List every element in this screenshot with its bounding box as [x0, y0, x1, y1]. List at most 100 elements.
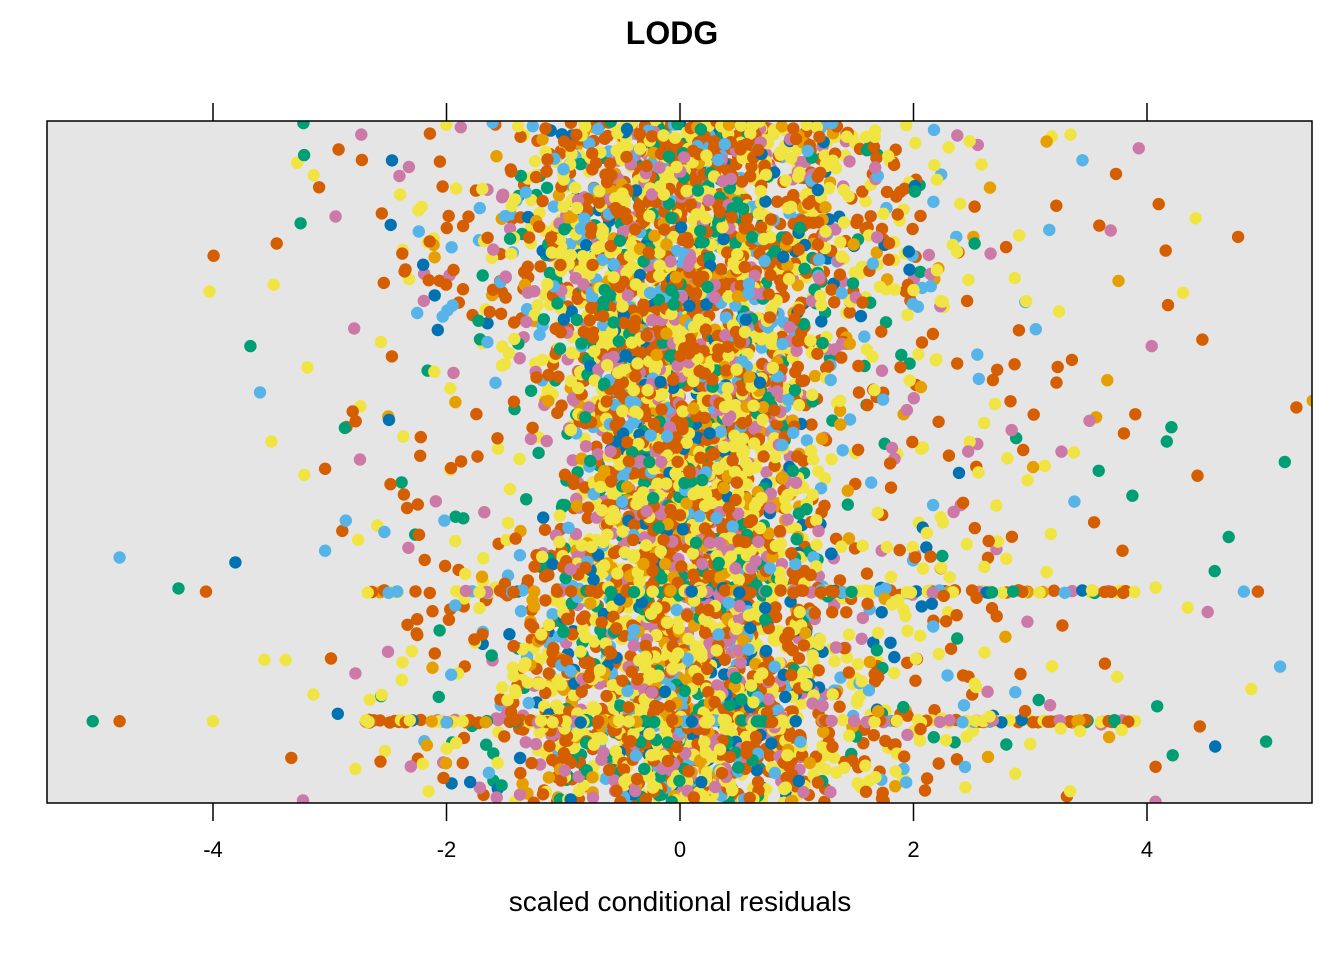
data-point	[527, 621, 540, 634]
data-point	[811, 183, 825, 197]
data-point	[724, 172, 738, 185]
data-point	[576, 250, 590, 263]
data-point	[814, 482, 828, 495]
data-point	[695, 650, 708, 663]
data-point	[642, 246, 655, 259]
data-point	[664, 255, 677, 268]
data-point	[653, 161, 666, 174]
data-point	[1043, 699, 1057, 712]
data-point	[207, 249, 220, 262]
data-point	[507, 316, 521, 329]
data-point	[438, 559, 452, 573]
data-point	[554, 258, 567, 272]
data-point	[907, 392, 920, 405]
data-point	[805, 418, 818, 431]
data-point	[590, 242, 603, 255]
data-point	[498, 357, 512, 371]
data-point	[595, 504, 609, 517]
data-point	[513, 452, 526, 466]
data-point	[732, 761, 745, 774]
data-point	[540, 165, 553, 178]
data-point	[726, 520, 739, 533]
data-point	[658, 685, 672, 698]
data-point	[663, 699, 677, 713]
data-point	[785, 547, 798, 560]
data-point	[547, 200, 561, 213]
data-point	[1065, 353, 1079, 367]
data-point	[875, 325, 888, 338]
data-point	[546, 558, 559, 571]
data-point	[762, 693, 775, 706]
data-point	[526, 121, 539, 133]
data-point	[564, 121, 578, 129]
data-point	[627, 384, 640, 397]
data-point	[513, 751, 527, 765]
data-point	[613, 378, 626, 391]
data-point	[538, 523, 552, 536]
data-point	[814, 289, 827, 302]
data-point	[803, 756, 816, 770]
data-point	[786, 705, 799, 718]
data-point	[748, 500, 762, 513]
data-point	[879, 316, 893, 329]
data-point	[749, 330, 762, 343]
data-point	[791, 360, 805, 374]
data-point	[643, 209, 656, 223]
data-point	[514, 605, 528, 618]
data-point	[508, 332, 521, 346]
data-point	[540, 181, 554, 194]
data-point	[833, 404, 847, 417]
data-point	[592, 196, 606, 209]
data-point	[331, 707, 344, 720]
data-point	[675, 560, 688, 573]
data-point	[732, 573, 745, 586]
data-point	[628, 223, 642, 236]
data-point	[687, 791, 701, 803]
data-point	[850, 216, 863, 230]
data-point	[779, 781, 792, 794]
data-point	[781, 233, 794, 246]
data-point	[794, 735, 807, 749]
data-point	[607, 316, 620, 329]
data-point	[622, 455, 636, 468]
data-point	[456, 219, 470, 233]
data-point	[628, 518, 641, 532]
data-point	[583, 314, 596, 327]
data-point	[791, 450, 804, 463]
data-point	[855, 632, 868, 645]
data-point	[779, 492, 792, 506]
data-point	[759, 168, 773, 181]
data-point	[543, 739, 556, 753]
data-point	[620, 150, 633, 164]
data-point	[558, 498, 572, 512]
data-point	[694, 123, 708, 136]
data-point	[789, 557, 802, 571]
data-point	[604, 475, 618, 488]
data-point	[731, 290, 744, 303]
data-point	[744, 170, 757, 183]
data-point	[742, 643, 755, 656]
data-point	[627, 639, 640, 652]
data-point	[426, 605, 439, 618]
data-point	[531, 299, 544, 312]
data-point	[958, 760, 972, 774]
data-point	[568, 181, 582, 194]
data-point	[708, 780, 722, 794]
data-point	[560, 612, 574, 625]
data-point	[785, 668, 798, 682]
data-point	[1126, 489, 1139, 502]
data-point	[784, 151, 798, 165]
data-point	[718, 440, 731, 454]
data-point	[765, 737, 778, 750]
data-point	[555, 678, 568, 691]
data-point	[428, 647, 441, 660]
data-point	[981, 685, 994, 698]
data-point	[717, 481, 731, 495]
data-point	[537, 313, 550, 326]
data-point	[529, 737, 543, 751]
data-point	[519, 186, 532, 199]
data-point	[416, 757, 429, 770]
data-point	[551, 406, 564, 420]
data-point	[454, 121, 467, 134]
data-point	[594, 480, 607, 494]
